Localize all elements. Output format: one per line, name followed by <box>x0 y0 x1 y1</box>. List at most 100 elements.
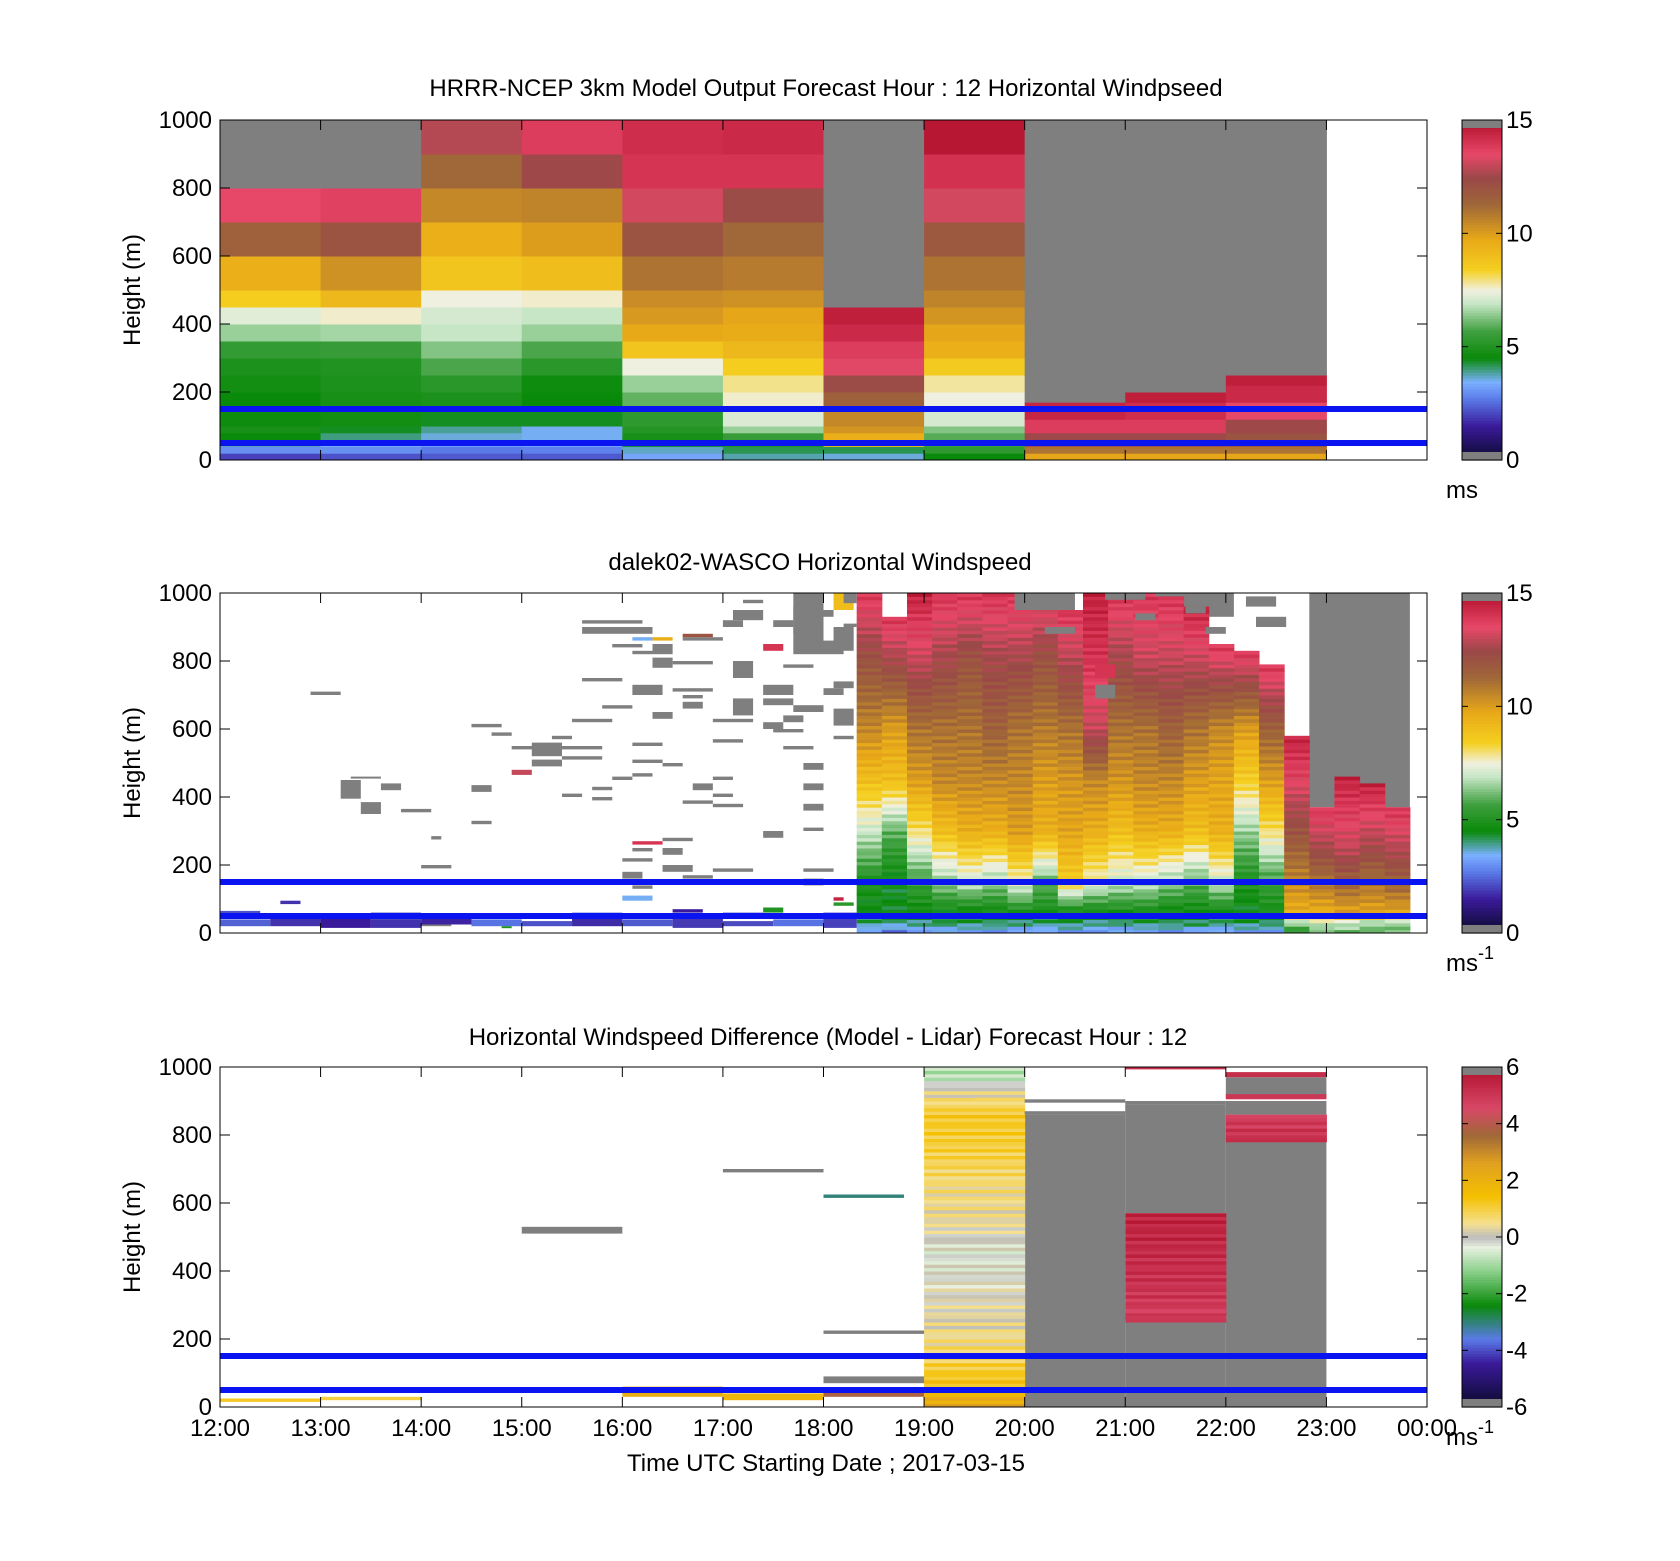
heatmap-segment <box>722 620 744 627</box>
colorbar-swatch <box>1462 1112 1502 1116</box>
heatmap-cell <box>924 1186 1026 1190</box>
heatmap-cell <box>957 759 983 764</box>
heatmap-cell <box>1359 865 1386 869</box>
heatmap-cell <box>1284 905 1310 910</box>
heatmap-segment <box>1205 627 1226 634</box>
heatmap-cell <box>1284 817 1310 822</box>
colorbar-swatch <box>1462 907 1502 911</box>
heatmap-cell <box>982 814 1009 818</box>
heatmap-cell <box>906 674 933 679</box>
heatmap-cell <box>881 905 908 910</box>
colorbar-swatch <box>1462 224 1502 229</box>
heatmap-cell <box>1183 773 1210 778</box>
heatmap-cell <box>924 1141 1026 1146</box>
heatmap-cell <box>1334 776 1361 781</box>
heatmap-cell <box>1133 909 1159 914</box>
heatmap-cell <box>1133 776 1159 781</box>
heatmap-cell <box>924 1223 1026 1228</box>
heatmap-cell <box>1158 919 1185 924</box>
heatmap-cell <box>856 623 883 628</box>
heatmap-cell <box>1208 695 1235 699</box>
heatmap-cell <box>957 746 983 750</box>
colorbar-swatch <box>1462 185 1502 189</box>
heatmap-cell <box>1309 865 1335 869</box>
colorbar-swatch <box>1462 389 1502 393</box>
heatmap-cell <box>1225 446 1327 454</box>
heatmap-cell <box>982 797 1009 801</box>
heatmap-cell <box>957 895 983 900</box>
colorbar-swatch <box>1462 165 1502 169</box>
heatmap-cell <box>1158 929 1185 934</box>
heatmap-cell <box>1233 919 1260 924</box>
heatmap-cell <box>1208 820 1235 825</box>
heatmap-cell <box>521 307 623 325</box>
heatmap-cell <box>906 623 933 628</box>
heatmap-cell <box>1007 868 1034 873</box>
heatmap-cell <box>856 593 883 597</box>
heatmap-cell <box>1057 780 1084 784</box>
heatmap-cell <box>1057 892 1084 897</box>
colorbar-swatch <box>1462 794 1502 798</box>
heatmap-cell <box>906 807 933 812</box>
heatmap-cell <box>957 865 983 869</box>
heatmap-cell <box>924 1233 1026 1238</box>
heatmap-cell <box>1057 729 1084 733</box>
heatmap-cell <box>1057 620 1084 625</box>
heatmap-cell <box>1032 644 1059 648</box>
heatmap-cell <box>1183 627 1210 631</box>
colorbar-swatch <box>1462 839 1502 843</box>
heatmap-cell <box>856 752 883 757</box>
heatmap-segment <box>622 895 653 901</box>
heatmap-cell <box>1133 837 1159 842</box>
heatmap-cell <box>722 222 824 257</box>
heatmap-cell <box>1007 678 1034 682</box>
colorbar-tick-label: 0 <box>1506 920 1519 947</box>
heatmap-cell <box>1284 865 1310 869</box>
heatmap-cell <box>1108 620 1134 625</box>
colorbar-swatch <box>1462 615 1502 620</box>
heatmap-cell <box>1057 742 1084 747</box>
colorbar-swatch <box>1462 1137 1502 1142</box>
heatmap-cell <box>1259 722 1285 727</box>
colorbar-swatch <box>1462 621 1502 625</box>
heatmap-cell <box>856 814 883 818</box>
heatmap-cell <box>982 827 1009 832</box>
heatmap-cell <box>932 814 958 818</box>
heatmap-cell <box>622 446 724 454</box>
heatmap-cell <box>1024 453 1126 461</box>
heatmap-cell <box>906 922 933 927</box>
heatmap-cell <box>1032 776 1059 781</box>
heatmap-cell <box>1208 674 1235 679</box>
heatmap-cell <box>1083 875 1109 880</box>
heatmap-cell <box>1259 698 1285 703</box>
heatmap-cell <box>881 691 908 696</box>
heatmap-cell <box>1007 820 1034 825</box>
heatmap-cell <box>1158 902 1185 907</box>
heatmap-cell <box>1057 814 1084 818</box>
heatmap-cell <box>1359 803 1386 808</box>
heatmap-cell <box>1225 1135 1327 1139</box>
heatmap-cell <box>1259 885 1285 890</box>
heatmap-cell <box>906 841 933 846</box>
heatmap-cell <box>932 895 958 900</box>
heatmap-cell <box>957 729 983 733</box>
heatmap-cell <box>1259 681 1285 686</box>
heatmap-cell <box>1057 644 1084 648</box>
colorbar-swatch <box>1462 258 1502 263</box>
heatmap-cell <box>1384 854 1411 859</box>
heatmap-cell <box>1359 810 1386 815</box>
heatmap-cell <box>1032 790 1059 795</box>
heatmap-cell <box>1233 909 1260 914</box>
heatmap-cell <box>1083 899 1109 903</box>
heatmap-cell <box>1057 773 1084 778</box>
heatmap-cell <box>932 732 958 737</box>
heatmap-cell <box>1007 630 1034 635</box>
heatmap-cell <box>982 688 1009 693</box>
colorbar-swatch <box>1462 814 1502 818</box>
heatmap-cell <box>1225 375 1327 386</box>
colorbar-swatch <box>1462 720 1502 724</box>
heatmap-cell <box>1158 899 1185 903</box>
heatmap-cell <box>1083 698 1109 703</box>
heatmap-cell <box>881 797 908 801</box>
heatmap-cell <box>982 875 1009 880</box>
